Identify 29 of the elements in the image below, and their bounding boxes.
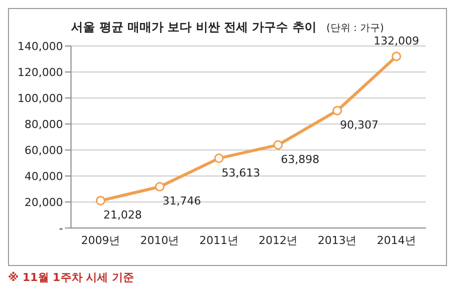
y-tick-label: - [59, 222, 64, 235]
x-tick-label: 2013년 [318, 234, 357, 247]
x-tick-label: 2011년 [199, 234, 238, 247]
data-label: 132,009 [374, 34, 420, 48]
point [96, 196, 106, 206]
y-tick-label: 40,000 [24, 170, 63, 183]
x-tick-label: 2009년 [81, 234, 120, 247]
y-tick-label: 140,000 [18, 40, 63, 53]
point [332, 106, 342, 116]
data-label: 31,746 [162, 194, 201, 208]
point [392, 52, 402, 62]
point [155, 182, 164, 192]
y-tick-label: 120,000 [18, 66, 63, 79]
data-label: 53,613 [222, 166, 260, 180]
data-label: 63,898 [280, 152, 320, 166]
chart-subtitle: (단위 : 가구) [326, 23, 384, 34]
y-tick-label: 60,000 [24, 144, 63, 157]
y-tick-label: 100,000 [18, 92, 63, 105]
x-tick-label: 2012년 [258, 234, 298, 247]
point [273, 140, 283, 150]
point [214, 154, 224, 164]
data-label: 21,028 [103, 208, 142, 222]
text: ※ 11월 1주차 시세 기준 [8, 270, 135, 285]
x-tick-label: 2014년 [376, 234, 416, 247]
data-label: 90,307 [340, 118, 378, 132]
y-tick-label: 80,000 [24, 118, 63, 131]
y-tick-label: 20,000 [24, 196, 63, 209]
x-tick-label: 2010년 [140, 234, 180, 247]
chart-title: 서울 평균 매매가 보다 비싼 전세 가구수 추이 [71, 20, 316, 34]
